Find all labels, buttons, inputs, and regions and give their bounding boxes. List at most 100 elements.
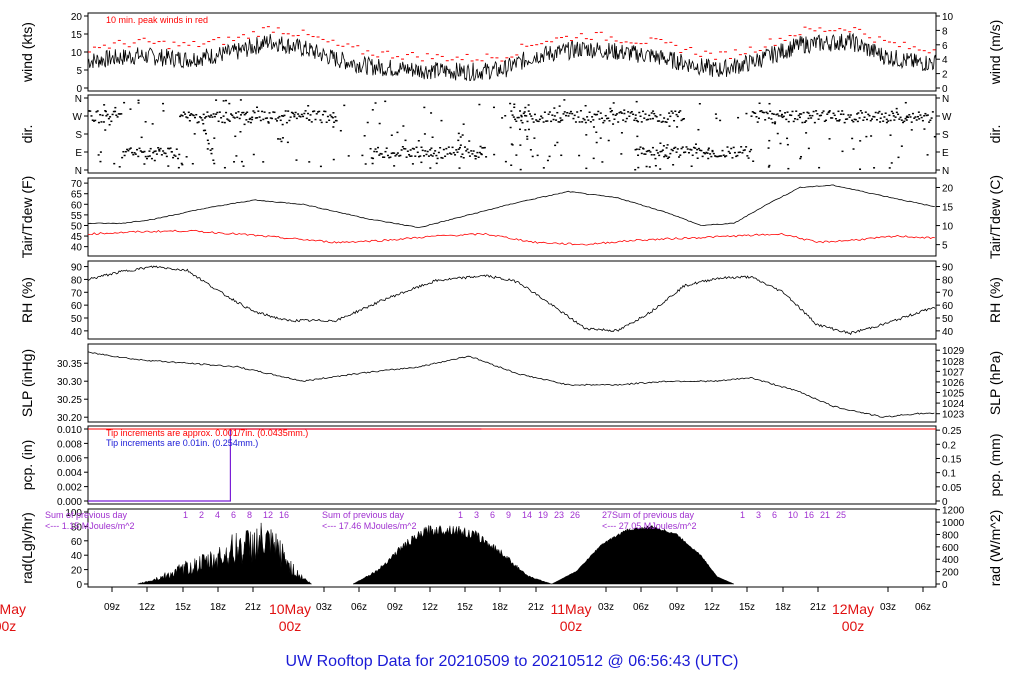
direction-dot bbox=[186, 116, 189, 119]
direction-dot bbox=[754, 112, 757, 115]
direction-dot bbox=[373, 150, 376, 153]
direction-dot bbox=[312, 110, 315, 113]
direction-dot bbox=[752, 111, 755, 114]
direction-dot bbox=[705, 151, 708, 154]
pressure-tick-label-right: 1026 bbox=[942, 378, 965, 389]
direction-dot bbox=[244, 112, 247, 115]
direction-dot bbox=[113, 162, 116, 165]
direction-dot bbox=[442, 148, 445, 151]
direction-dot bbox=[527, 110, 530, 112]
direction-dot bbox=[918, 118, 921, 120]
direction-dot bbox=[851, 119, 854, 122]
direction-dot bbox=[432, 152, 435, 155]
direction-dot bbox=[858, 117, 861, 119]
direction-dot bbox=[660, 121, 663, 123]
direction-dot bbox=[885, 118, 888, 121]
direction-dot bbox=[921, 119, 924, 122]
direction-dot bbox=[773, 122, 776, 125]
direction-dot bbox=[107, 117, 110, 120]
wind-tick-label-left: 15 bbox=[71, 30, 83, 41]
direction-dot bbox=[654, 157, 657, 160]
direction-dot bbox=[431, 136, 434, 138]
direction-dot bbox=[767, 117, 770, 119]
direction-dot bbox=[95, 111, 98, 113]
panel-temperature: Tair/Tdew (F) Tair/Tdew (C) 40455055606570… bbox=[19, 175, 1003, 259]
direction-dot bbox=[888, 167, 891, 169]
radiation-area-1 bbox=[137, 522, 313, 585]
direction-dot bbox=[586, 116, 589, 118]
radiation-area-3 bbox=[551, 525, 735, 585]
direction-dot bbox=[728, 152, 731, 154]
direction-dot bbox=[837, 110, 840, 113]
direction-dot bbox=[543, 111, 546, 113]
direction-dot bbox=[252, 153, 255, 156]
day-label-hour: 00z bbox=[560, 618, 583, 634]
direction-dot bbox=[481, 147, 484, 149]
direction-dot bbox=[679, 110, 682, 112]
direction-dot bbox=[361, 154, 364, 157]
direction-dot bbox=[268, 112, 271, 114]
rad-hour-tick: 8 bbox=[247, 510, 252, 520]
direction-dot bbox=[207, 142, 210, 145]
rad-hour-tick: 16 bbox=[279, 510, 289, 520]
direction-dot bbox=[195, 113, 198, 116]
direction-dot bbox=[390, 152, 393, 155]
direction-dot bbox=[297, 113, 300, 115]
direction-dot bbox=[173, 154, 176, 156]
direction-dot bbox=[299, 116, 302, 118]
pressure-tick-label-right: 1023 bbox=[942, 410, 965, 421]
direction-dot bbox=[620, 132, 623, 134]
direction-dot bbox=[148, 155, 151, 157]
direction-dot bbox=[380, 153, 383, 155]
direction-dot bbox=[477, 156, 480, 158]
rad-hour-tick: 16 bbox=[804, 510, 814, 520]
direction-dot bbox=[874, 111, 877, 114]
direction-dot bbox=[648, 114, 651, 117]
direction-dot bbox=[185, 156, 188, 158]
direction-dot bbox=[833, 114, 836, 117]
direction-dot bbox=[247, 121, 250, 123]
direction-dot bbox=[155, 153, 158, 155]
direction-dot bbox=[756, 121, 759, 123]
direction-dot bbox=[665, 147, 668, 149]
direction-dot bbox=[474, 157, 477, 160]
direction-dot bbox=[136, 148, 139, 151]
direction-dot bbox=[271, 117, 274, 120]
direction-dot bbox=[782, 115, 785, 118]
direction-dot bbox=[439, 146, 442, 149]
direction-dot bbox=[440, 156, 443, 159]
direction-dot bbox=[931, 111, 934, 113]
direction-dot bbox=[634, 148, 637, 151]
direction-dot bbox=[273, 111, 276, 114]
direction-dot bbox=[683, 151, 686, 154]
direction-dot bbox=[666, 144, 669, 146]
direction-dot bbox=[139, 150, 142, 152]
direction-tick-label-left: W bbox=[73, 112, 83, 123]
direction-dot bbox=[685, 146, 688, 148]
direction-dot bbox=[227, 119, 230, 121]
direction-dot bbox=[717, 155, 720, 158]
direction-dot bbox=[640, 121, 643, 123]
direction-dot bbox=[452, 151, 455, 154]
direction-dot bbox=[807, 112, 810, 114]
direction-dot bbox=[402, 125, 405, 127]
hour-tick-label: 03z bbox=[316, 602, 332, 613]
precipitation-tick-label-right: 0.05 bbox=[942, 483, 962, 494]
direction-dot bbox=[923, 115, 926, 117]
direction-dot bbox=[546, 120, 549, 122]
direction-dot bbox=[920, 116, 923, 119]
direction-dot bbox=[892, 115, 895, 117]
direction-dot bbox=[177, 157, 180, 160]
direction-dot bbox=[404, 148, 407, 150]
direction-dot bbox=[479, 145, 482, 148]
direction-dot bbox=[462, 157, 465, 159]
hour-tick-label: 21z bbox=[810, 602, 826, 613]
direction-dot bbox=[167, 165, 170, 167]
direction-dot bbox=[509, 126, 512, 129]
direction-dot bbox=[909, 116, 912, 118]
direction-dot bbox=[743, 149, 746, 151]
direction-dot bbox=[413, 148, 416, 150]
direction-dot bbox=[234, 112, 237, 114]
temperature-ylabel-left: Tair/Tdew (F) bbox=[19, 176, 35, 258]
direction-dot bbox=[787, 167, 790, 170]
